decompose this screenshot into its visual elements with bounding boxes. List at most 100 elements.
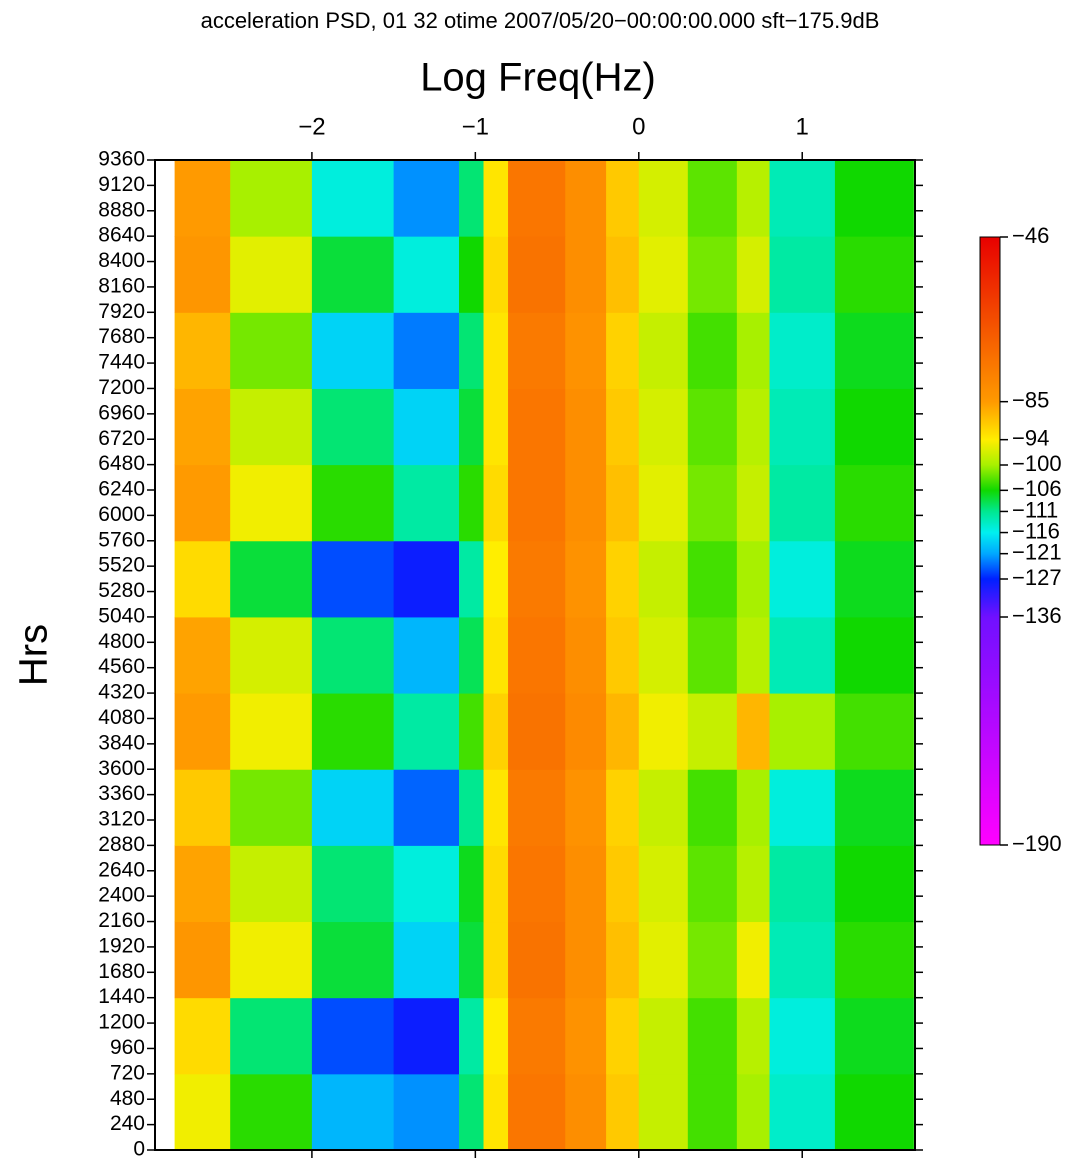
heatmap-cell — [638, 160, 689, 237]
heatmap-cell — [769, 997, 836, 1075]
heatmap-cell — [508, 921, 566, 999]
heatmap-cell — [736, 845, 771, 923]
heatmap-cell — [834, 845, 914, 923]
heatmap-cell — [606, 312, 640, 389]
heatmap-cell — [606, 1073, 640, 1151]
y-tick-label: 960 — [110, 1036, 145, 1059]
heatmap-cell — [834, 769, 914, 846]
heatmap-cell — [174, 236, 231, 313]
heatmap-cell — [459, 616, 485, 694]
heatmap-cell — [638, 769, 689, 846]
heatmap-cell — [508, 312, 566, 389]
y-tick-label: 3120 — [98, 808, 145, 831]
heatmap-cell — [174, 616, 231, 694]
heatmap-cell — [459, 769, 485, 846]
heatmap-cell — [230, 236, 313, 313]
heatmap-cell — [565, 997, 607, 1075]
heatmap-cell — [459, 160, 485, 237]
heatmap-cell — [174, 997, 231, 1075]
y-tick-label: 8160 — [98, 274, 145, 297]
y-tick-label: 0 — [133, 1138, 145, 1161]
y-tick-label: 2880 — [98, 833, 145, 856]
heatmap-cell — [311, 693, 395, 770]
heatmap-cell — [508, 997, 566, 1075]
colorbar-tick-label: −85 — [1012, 387, 1049, 412]
heatmap-cell — [174, 845, 231, 923]
y-tick-label: 8400 — [98, 249, 145, 272]
heatmap-cell — [687, 921, 738, 999]
heatmap-cell — [736, 921, 771, 999]
y-tick-label: 7680 — [98, 325, 145, 348]
y-tick-label: 3360 — [98, 782, 145, 805]
heatmap-cell — [736, 540, 771, 618]
heatmap-cell — [687, 540, 738, 618]
heatmap-cell — [606, 616, 640, 694]
heatmap-cell — [834, 236, 914, 313]
y-tick-label: 6000 — [98, 503, 145, 526]
heatmap-cell — [459, 845, 485, 923]
heatmap-cell — [174, 769, 231, 846]
heatmap-cell — [174, 1073, 231, 1151]
y-tick-label: 5520 — [98, 554, 145, 577]
heatmap-cell — [687, 160, 738, 237]
heatmap-cell — [508, 388, 566, 466]
heatmap-cell — [638, 540, 689, 618]
y-tick-label: 5040 — [98, 604, 145, 627]
heatmap-cell — [393, 921, 460, 999]
y-tick-label: 1920 — [98, 934, 145, 957]
heatmap-cell — [174, 540, 231, 618]
heatmap-cell — [834, 616, 914, 694]
heatmap-cell — [393, 160, 460, 237]
y-tick-label: 1440 — [98, 985, 145, 1008]
heatmap-cell — [606, 464, 640, 542]
heatmap-cell — [769, 845, 836, 923]
y-tick-label: 5760 — [98, 528, 145, 551]
y-tick-label: 5280 — [98, 579, 145, 602]
heatmap-cell — [459, 236, 485, 313]
heatmap-cell — [638, 616, 689, 694]
heatmap-cell — [508, 845, 566, 923]
heatmap-cell — [606, 540, 640, 618]
colorbar-tick-label: −121 — [1012, 539, 1062, 564]
y-tick-label: 7920 — [98, 300, 145, 323]
heatmap-cell — [483, 160, 509, 237]
heatmap-cell — [230, 160, 313, 237]
heatmap-cell — [638, 312, 689, 389]
y-tick-label: 6480 — [98, 452, 145, 475]
y-tick-label: 720 — [110, 1061, 145, 1084]
heatmap-cell — [606, 921, 640, 999]
heatmap-cell — [311, 845, 395, 923]
heatmap-cell — [483, 769, 509, 846]
heatmap-cell — [311, 616, 395, 694]
heatmap-cell — [311, 236, 395, 313]
y-tick-label: 6720 — [98, 427, 145, 450]
y-tick-label: 8880 — [98, 198, 145, 221]
heatmap-cell — [736, 997, 771, 1075]
heatmap-cell — [834, 464, 914, 542]
heatmap-cell — [565, 845, 607, 923]
heatmap-cell — [565, 388, 607, 466]
y-tick-label: 2640 — [98, 858, 145, 881]
heatmap-cell — [687, 616, 738, 694]
y-tick-label: 6240 — [98, 478, 145, 501]
heatmap-cell — [565, 236, 607, 313]
chart-title: acceleration PSD, 01 32 otime 2007/05/20… — [201, 8, 880, 33]
colorbar-tick-label: −127 — [1012, 565, 1062, 590]
heatmap-cell — [736, 312, 771, 389]
heatmap-cell — [687, 464, 738, 542]
colorbar-tick-label: −100 — [1012, 451, 1062, 476]
y-tick-label: 4320 — [98, 681, 145, 704]
y-tick-label: 2400 — [98, 884, 145, 907]
heatmap-cell — [769, 464, 836, 542]
y-tick-label: 9360 — [98, 148, 145, 171]
heatmap-cell — [736, 160, 771, 237]
heatmap-cell — [687, 312, 738, 389]
heatmap-cell — [736, 693, 771, 770]
heatmap-cell — [606, 160, 640, 237]
heatmap-cell — [311, 921, 395, 999]
heatmap-cell — [230, 464, 313, 542]
heatmap-cell — [769, 540, 836, 618]
heatmap-cell — [834, 693, 914, 770]
heatmap-cell — [736, 616, 771, 694]
heatmap-cell — [834, 997, 914, 1075]
